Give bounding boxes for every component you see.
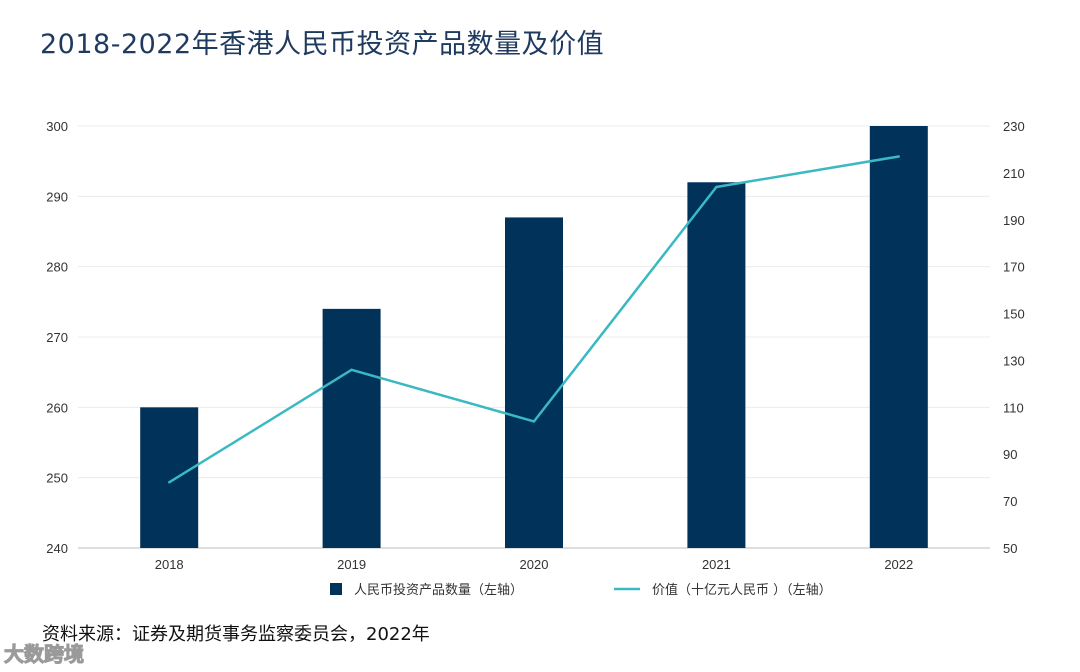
left-tick-label: 250 <box>46 471 68 486</box>
right-tick-label: 50 <box>1003 541 1017 556</box>
bar-2021 <box>687 182 746 548</box>
x-tick-label: 2021 <box>702 557 731 572</box>
x-tick-label: 2018 <box>155 557 184 572</box>
x-tick-label: 2022 <box>884 557 913 572</box>
line-point-2020 <box>532 420 536 423</box>
line-point-2021 <box>715 185 718 189</box>
right-tick-label: 110 <box>1003 400 1024 415</box>
left-tick-label: 290 <box>46 189 68 204</box>
left-axis-ticks: 240 250 260 270 280 290 300 <box>46 119 68 556</box>
line-point-2018 <box>168 481 171 484</box>
bar-2022 <box>869 126 928 548</box>
right-tick-label: 70 <box>1003 494 1017 509</box>
right-axis-ticks: 50 70 90 110 130 150 170 190 210 230 <box>1003 119 1025 556</box>
chart-title: 2018-2022年香港人民币投资产品数量及价值 <box>40 29 605 60</box>
right-tick-label: 190 <box>1003 213 1025 228</box>
bar-series <box>140 126 928 548</box>
left-tick-label: 300 <box>46 119 68 134</box>
right-tick-label: 210 <box>1003 166 1025 181</box>
left-tick-label: 240 <box>46 541 68 556</box>
right-tick-label: 170 <box>1003 260 1025 275</box>
line-point-2019 <box>350 368 353 372</box>
right-tick-label: 150 <box>1003 307 1025 322</box>
right-tick-label: 130 <box>1003 353 1025 368</box>
bar-2020 <box>505 217 563 548</box>
source-note: 资料来源：证券及期货事务监察委员会，2022年 <box>42 624 430 645</box>
line-point-2022 <box>897 155 900 158</box>
right-tick-label: 90 <box>1003 447 1017 462</box>
legend: 人民币投资产品数量（左轴） 价值（十亿元人民币 ）（左轴） <box>330 582 832 598</box>
left-tick-label: 270 <box>46 330 68 345</box>
x-tick-label: 2020 <box>520 557 549 572</box>
legend-label-line: 价值（十亿元人民币 ）（左轴） <box>652 582 832 598</box>
line-series <box>168 155 900 484</box>
right-tick-label: 230 <box>1003 119 1025 134</box>
left-tick-label: 280 <box>46 260 68 275</box>
legend-label-bar: 人民币投资产品数量（左轴） <box>354 582 523 598</box>
bar-2019 <box>322 308 381 548</box>
legend-swatch-bar <box>330 583 342 595</box>
x-axis-ticks: 2018 2019 2020 2021 2022 <box>155 557 914 572</box>
watermark-logo: 大数跨境 <box>4 642 85 667</box>
x-tick-label: 2019 <box>337 557 366 572</box>
bar-2018 <box>140 407 199 548</box>
left-tick-label: 260 <box>46 400 68 415</box>
